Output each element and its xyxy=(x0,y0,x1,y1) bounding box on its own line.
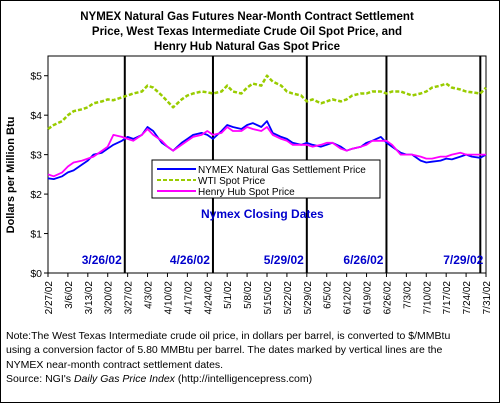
chart-title: NYMEX Natural Gas Futures Near-Month Con… xyxy=(80,11,414,53)
x-tick-label: 5/15/02 xyxy=(263,281,274,315)
legend-label: NYMEX Natural Gas Settlement Price xyxy=(198,165,366,176)
closing-date-label: 6/26/02 xyxy=(343,253,383,267)
x-tick-label: 3/20/02 xyxy=(104,281,115,315)
source-suffix: (http://intelligencepress.com) xyxy=(174,372,313,385)
x-tick-label: 3/27/02 xyxy=(124,281,135,315)
chart-title-line-1: NYMEX Natural Gas Futures Near-Month Con… xyxy=(80,11,414,23)
x-tick-label: 6/5/02 xyxy=(323,281,334,309)
source-line: Source: NGI's Daily Gas Price Index (htt… xyxy=(6,372,494,386)
closing-date-label: 5/29/02 xyxy=(264,253,304,267)
x-tick-label: 4/17/02 xyxy=(183,281,194,315)
closing-date-label: 4/26/02 xyxy=(170,253,210,267)
y-tick-label: $2 xyxy=(30,189,42,201)
x-tick-label: 6/12/02 xyxy=(343,281,354,315)
note-line-3: NYMEX near-month contract settlement dat… xyxy=(6,358,224,371)
chart-title-line-3: Henry Hub Natural Gas Spot Price xyxy=(154,41,340,53)
x-tick-label: 7/31/02 xyxy=(482,281,493,315)
x-tick-label: 5/8/02 xyxy=(243,281,254,309)
y-axis-label: Dollars per Million Btu xyxy=(5,117,17,234)
x-tick-label: 3/6/02 xyxy=(64,281,75,309)
x-tick-label: 7/3/02 xyxy=(402,281,413,309)
closing-date-label: 3/26/02 xyxy=(82,253,122,267)
closing-date-label: 7/29/02 xyxy=(443,253,483,267)
y-tick-label: $5 xyxy=(30,71,42,83)
closing-dates-label: Nymex Closing Dates xyxy=(201,207,324,221)
y-tick-label: $4 xyxy=(30,110,42,122)
x-tick-label: 5/29/02 xyxy=(303,281,314,315)
x-tick-label: 4/3/02 xyxy=(144,281,155,309)
chart-title-line-2: Price, West Texas Intermediate Crude Oil… xyxy=(92,26,402,38)
x-tick-label: 7/17/02 xyxy=(442,281,453,315)
x-tick-label: 4/24/02 xyxy=(203,281,214,315)
series-line-henry-hub-spot-price xyxy=(47,126,486,178)
series-line-wti-spot-price xyxy=(47,74,487,131)
x-tick-label: 4/10/02 xyxy=(163,281,174,315)
chart-note: Note:The West Texas Intermediate crude o… xyxy=(6,329,494,386)
note-line-1: Note:The West Texas Intermediate crude o… xyxy=(6,330,451,342)
source-title: Daily Gas Price Index xyxy=(73,372,175,385)
x-tick-label: 2/27/02 xyxy=(44,281,55,315)
x-tick-label: 5/22/02 xyxy=(283,281,294,315)
x-tick-label: 6/26/02 xyxy=(382,281,393,315)
x-tick-label: 3/13/02 xyxy=(84,281,95,315)
legend-label: WTI Spot Price xyxy=(198,176,266,187)
x-tick-label: 7/10/02 xyxy=(422,281,433,315)
x-tick-label: 6/19/02 xyxy=(363,281,374,315)
x-tick-label: 5/1/02 xyxy=(223,281,234,309)
note-line-2: using a conversion factor of 5.80 MMBtu … xyxy=(6,344,443,357)
source-prefix: Source: NGI's xyxy=(6,372,74,385)
x-tick-label: 7/24/02 xyxy=(462,281,473,315)
y-tick-label: $1 xyxy=(30,229,42,241)
y-tick-label: $3 xyxy=(30,150,42,162)
y-tick-label: $0 xyxy=(30,268,42,280)
legend-label: Henry Hub Spot Price xyxy=(198,187,295,198)
